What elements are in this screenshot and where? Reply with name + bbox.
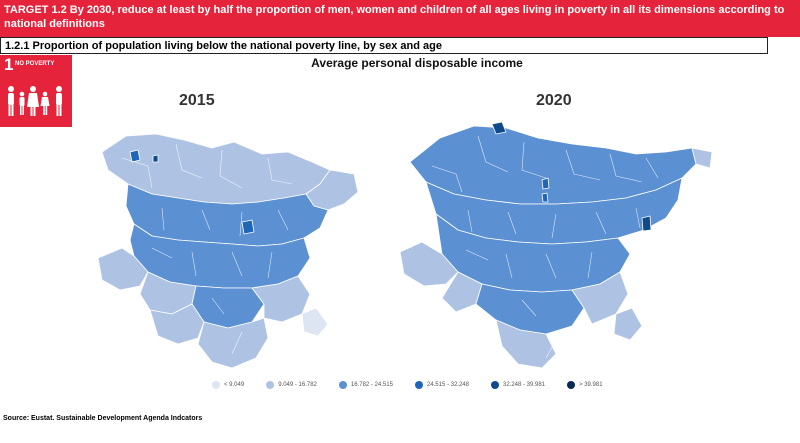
legend-label: 24.515 - 32.248 — [426, 382, 469, 388]
legend-label: 16.782 - 24.515 — [350, 382, 393, 388]
indicator-title: 1.2.1 Proportion of population living be… — [0, 37, 768, 54]
choropleth-map-2015 — [97, 133, 359, 369]
map-region — [241, 219, 255, 235]
map-region — [97, 247, 149, 291]
legend-item: 9.049 - 16.782 — [266, 381, 317, 389]
map-region — [613, 307, 643, 341]
map-regions-2015 — [97, 133, 359, 369]
map-year-2020: 2020 — [536, 92, 572, 109]
map-region — [441, 271, 483, 313]
map-region — [301, 307, 329, 337]
map-region — [641, 215, 652, 232]
legend-label: < 9.049 — [224, 382, 245, 388]
legend-swatch — [414, 381, 423, 389]
map-region — [571, 271, 629, 325]
map-region — [495, 319, 557, 369]
map-legend: < 9.049 9.049 - 16.782 16.782 - 24.515 2… — [212, 378, 625, 392]
map-year-2015: 2015 — [179, 92, 215, 109]
map-region — [197, 317, 269, 369]
legend-label: 9.049 - 16.782 — [278, 382, 317, 388]
legend-item: > 39.981 — [567, 381, 603, 389]
sdg-goal-number: 1 — [4, 55, 14, 74]
legend-item: < 9.049 — [212, 381, 244, 389]
map-region — [129, 149, 141, 163]
map-region — [152, 154, 159, 163]
sdg-goal-label: NO POVERTY — [15, 61, 55, 67]
legend-item: 32.248 - 39.981 — [490, 381, 546, 389]
legend-swatch — [266, 381, 275, 389]
map-regions-2020 — [399, 121, 713, 369]
map-region — [491, 121, 507, 135]
target-text: TARGET 1.2 By 2030, reduce at least by h… — [4, 4, 785, 30]
legend-swatch — [490, 381, 499, 389]
map-region — [399, 241, 459, 287]
map-region — [541, 177, 550, 190]
sdg-goal-badge: 1 NO POVERTY — [0, 55, 72, 127]
legend-label: > 39.981 — [579, 382, 603, 388]
legend-swatch — [567, 381, 576, 389]
map-region — [541, 192, 549, 203]
legend-item: 24.515 - 32.248 — [414, 381, 469, 389]
figure-title: Average personal disposable income — [311, 56, 523, 70]
legend-swatch — [212, 381, 220, 389]
legend-label: 32.248 - 39.981 — [502, 382, 546, 388]
legend-swatch — [338, 381, 347, 389]
map-region — [691, 147, 713, 169]
family-icon — [8, 86, 62, 116]
source-note: Source: Eustat. Sustainable Development … — [3, 415, 203, 422]
choropleth-map-2020 — [399, 121, 713, 369]
target-banner: TARGET 1.2 By 2030, reduce at least by h… — [0, 0, 800, 37]
map-region — [149, 303, 205, 345]
legend-item: 16.782 - 24.515 — [338, 381, 393, 389]
indicator-text: 1.2.1 Proportion of population living be… — [5, 40, 443, 52]
